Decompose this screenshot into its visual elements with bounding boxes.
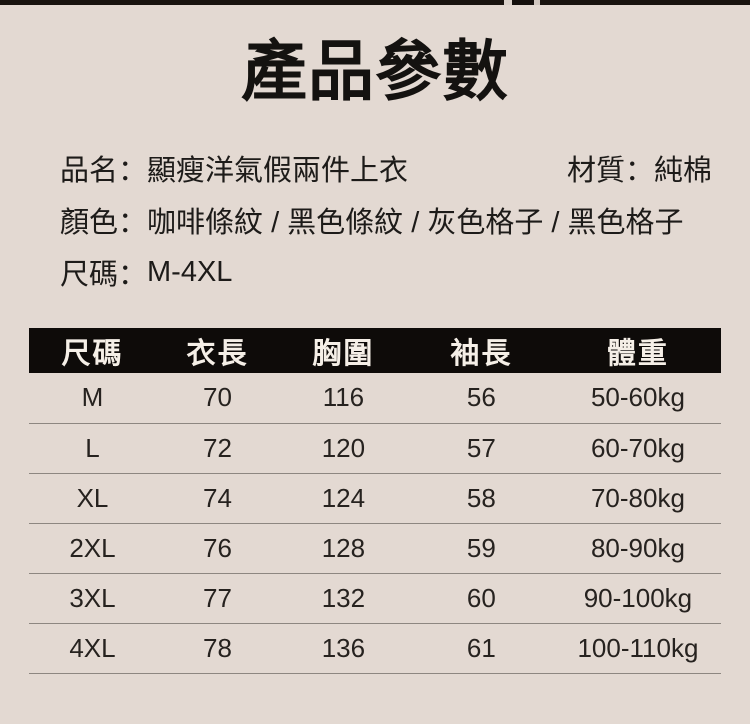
color-value: 咖啡條紋 / 黑色條紋 / 灰色格子 / 黑色格子 xyxy=(147,207,684,239)
table-header-cell-size: 尺碼 xyxy=(29,328,156,373)
info-line-color: 顏色： 咖啡條紋 / 黑色條紋 / 灰色格子 / 黑色格子 xyxy=(60,194,712,246)
table-cell: 100-110kg xyxy=(554,623,721,674)
table-cell: 4XL xyxy=(29,623,156,674)
table-cell: 59 xyxy=(407,523,555,574)
table-row: L 72 120 57 60-70kg xyxy=(29,423,721,474)
size-value: M-4XL xyxy=(147,255,233,288)
table-row: XL 74 124 58 70-80kg xyxy=(29,473,721,524)
table-header-cell-weight: 體重 xyxy=(554,328,721,373)
table-cell: 136 xyxy=(278,623,408,674)
table-cell: 77 xyxy=(155,573,279,624)
material-value: 純棉 xyxy=(653,155,712,187)
product-name: 品名：顯瘦洋氣假兩件上衣 xyxy=(60,147,408,189)
table-row: 3XL 77 132 60 90-100kg xyxy=(29,573,721,624)
table-cell: 3XL xyxy=(29,573,156,624)
size-table: 尺碼 衣長 胸圍 袖長 體重 M 70 116 56 50-60kg L 72 120 57 60… xyxy=(29,328,721,674)
product-info: 品名：顯瘦洋氣假兩件上衣 材質：純棉 顏色： 咖啡條紋 / 黑色條紋 / 灰色格子… xyxy=(0,104,750,298)
table-cell: 78 xyxy=(155,623,279,674)
table-header-cell-sleeve: 袖長 xyxy=(407,328,555,373)
table-cell: 70 xyxy=(155,373,279,424)
info-line-size: 尺碼： M-4XL xyxy=(60,246,712,298)
table-header-row: 尺碼 衣長 胸圍 袖長 體重 xyxy=(29,328,721,373)
photo-strip-edge xyxy=(0,0,750,5)
table-row: 2XL 76 128 59 80-90kg xyxy=(29,523,721,574)
material-label: 材質： xyxy=(566,155,654,187)
table-cell: 80-90kg xyxy=(554,523,721,574)
material: 材質：純棉 xyxy=(567,147,712,189)
size-label: 尺碼： xyxy=(60,259,148,291)
table-cell: 61 xyxy=(407,623,555,674)
table-cell: 120 xyxy=(278,423,408,474)
table-cell: 74 xyxy=(155,473,279,524)
color-label: 顏色： xyxy=(60,207,148,239)
table-cell: 60-70kg xyxy=(554,423,721,474)
size-table-body: M 70 116 56 50-60kg L 72 120 57 60-70kg XL 74 124 58 7… xyxy=(29,373,721,674)
table-cell: 57 xyxy=(407,423,555,474)
table-cell: 76 xyxy=(155,523,279,574)
table-cell: 124 xyxy=(278,473,408,524)
table-header-cell-chest: 胸圍 xyxy=(278,328,408,373)
table-row: 4XL 78 136 61 100-110kg xyxy=(29,623,721,674)
product-name-label: 品名： xyxy=(60,155,148,187)
table-cell: 60 xyxy=(407,573,555,624)
table-cell: 128 xyxy=(278,523,408,574)
table-cell: XL xyxy=(29,473,156,524)
table-cell: 90-100kg xyxy=(554,573,721,624)
table-cell: 50-60kg xyxy=(554,373,721,424)
table-cell: 116 xyxy=(278,373,408,424)
table-cell: 70-80kg xyxy=(554,473,721,524)
table-cell: 58 xyxy=(407,473,555,524)
table-cell: 72 xyxy=(155,423,279,474)
page-title: 產品參數 xyxy=(241,34,509,108)
table-row: M 70 116 56 50-60kg xyxy=(29,373,721,424)
table-cell: 56 xyxy=(407,373,555,424)
table-header-cell-length: 衣長 xyxy=(155,328,279,373)
table-cell: 2XL xyxy=(29,523,156,574)
product-name-value: 顯瘦洋氣假兩件上衣 xyxy=(147,155,409,187)
table-cell: 132 xyxy=(278,573,408,624)
table-cell: L xyxy=(29,423,156,474)
table-cell: M xyxy=(29,373,156,424)
info-line-name-material: 品名：顯瘦洋氣假兩件上衣 材質：純棉 xyxy=(60,142,712,194)
